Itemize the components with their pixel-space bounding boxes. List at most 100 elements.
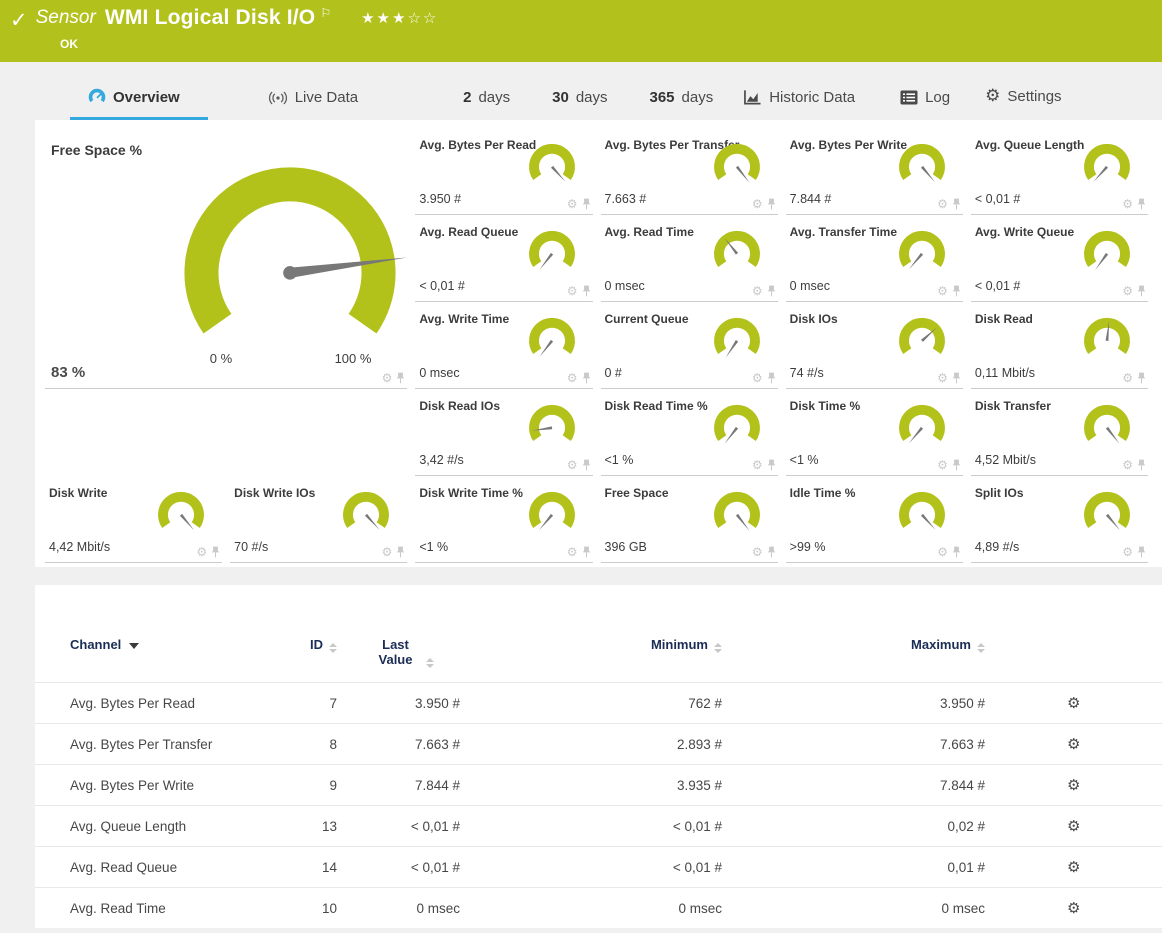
- gauge-settings-gear-icon[interactable]: ⚙: [751, 371, 763, 385]
- pin-icon[interactable]: [396, 372, 405, 384]
- channel-settings-icon[interactable]: ⚙: [1067, 859, 1081, 876]
- area-chart-icon: [744, 90, 761, 105]
- gauge-settings-gear-icon[interactable]: ⚙: [381, 371, 393, 385]
- tab-log[interactable]: Log: [900, 89, 950, 120]
- pin-icon[interactable]: [1137, 372, 1146, 384]
- tab-label: Historic Data: [769, 89, 856, 106]
- channel-row: Avg. Read Time 10 0 msec 0 msec 0 msec ⚙: [35, 887, 1162, 928]
- gauge-settings-gear-icon[interactable]: ⚙: [751, 284, 763, 298]
- channel-maximum: 7.844 #: [730, 764, 993, 806]
- pin-icon[interactable]: [582, 546, 591, 558]
- tab-overview[interactable]: Overview: [70, 88, 208, 120]
- pin-icon[interactable]: [952, 546, 961, 558]
- priority-flag-icon[interactable]: ⚐: [320, 6, 332, 20]
- gauge-settings-gear-icon[interactable]: ⚙: [1122, 545, 1133, 559]
- gauge-chart: [898, 143, 945, 183]
- channel-last-value: < 0,01 #: [345, 805, 468, 847]
- header-actions: [993, 633, 1162, 683]
- pin-icon[interactable]: [952, 285, 961, 297]
- channel-settings-icon[interactable]: ⚙: [1067, 777, 1081, 794]
- channel-minimum: 3.935 #: [468, 764, 730, 806]
- sensor-status-banner: ✓ Sensor WMI Logical Disk I/O ⚐ ★★★☆☆ OK: [0, 0, 1162, 62]
- gauge-settings-gear-icon[interactable]: ⚙: [1122, 197, 1133, 211]
- gauge-card: Avg. Write Queue < 0,01 # ⚙: [970, 215, 1148, 302]
- channel-last-value: < 0,01 #: [345, 846, 468, 888]
- channel-settings-icon[interactable]: ⚙: [1067, 900, 1081, 917]
- gauge-settings-gear-icon[interactable]: ⚙: [937, 545, 948, 559]
- gauge-card: Disk Write IOs 70 #/s ⚙: [230, 476, 408, 563]
- pin-icon[interactable]: [582, 372, 591, 384]
- channel-settings-icon[interactable]: ⚙: [1067, 695, 1081, 712]
- log-list-icon: [900, 90, 918, 105]
- gauge-settings-gear-icon[interactable]: ⚙: [1122, 371, 1133, 385]
- pin-icon[interactable]: [211, 546, 220, 558]
- channel-name: Avg. Read Queue: [35, 846, 300, 888]
- gauge-settings-gear-icon[interactable]: ⚙: [566, 284, 578, 298]
- pin-icon[interactable]: [1137, 546, 1146, 558]
- tab-number: 2: [463, 89, 472, 106]
- channel-row: Avg. Bytes Per Transfer 8 7.663 # 2.893 …: [35, 723, 1162, 765]
- gauge-chart: [528, 404, 575, 441]
- channel-settings-icon[interactable]: ⚙: [1067, 736, 1081, 753]
- gauge-card: Avg. Transfer Time 0 msec ⚙: [785, 215, 963, 302]
- channel-settings-icon[interactable]: ⚙: [1067, 818, 1081, 835]
- gauge-title: Disk Transfer: [974, 399, 1051, 413]
- gauge-settings-gear-icon[interactable]: ⚙: [566, 545, 578, 559]
- gauge-chart: [158, 491, 205, 531]
- tab-2-days[interactable]: 2 days: [463, 89, 510, 120]
- gauge-chart: [898, 404, 945, 444]
- gauge-settings-gear-icon[interactable]: ⚙: [566, 197, 578, 211]
- gauge-settings-gear-icon[interactable]: ⚙: [196, 545, 208, 559]
- header-minimum[interactable]: Minimum: [468, 633, 730, 683]
- channels-table-panel: Channel ID Last Value Minimum Maximum Av…: [35, 585, 1162, 928]
- gear-icon: ⚙: [985, 86, 1001, 105]
- pin-icon[interactable]: [396, 546, 405, 558]
- channel-row: Avg. Bytes Per Read 7 3.950 # 762 # 3.95…: [35, 682, 1162, 724]
- tab-30-days[interactable]: 30 days: [552, 89, 607, 120]
- channel-name: Avg. Bytes Per Read: [35, 682, 300, 724]
- pin-icon[interactable]: [767, 198, 776, 210]
- pin-icon[interactable]: [1137, 459, 1146, 471]
- header-maximum[interactable]: Maximum: [730, 633, 993, 683]
- gauge-card: Current Queue 0 # ⚙: [600, 302, 778, 389]
- pin-icon[interactable]: [1137, 198, 1146, 210]
- tab-settings[interactable]: ⚙ Settings: [985, 86, 1061, 120]
- gauge-settings-gear-icon[interactable]: ⚙: [381, 545, 393, 559]
- header-last-value[interactable]: Last Value: [345, 633, 468, 683]
- pin-icon[interactable]: [767, 285, 776, 297]
- gauge-title: Disk Read: [974, 312, 1033, 326]
- gauge-settings-gear-icon[interactable]: ⚙: [751, 545, 763, 559]
- gauge-chart: [1084, 317, 1130, 354]
- pin-icon[interactable]: [952, 372, 961, 384]
- pin-icon[interactable]: [767, 372, 776, 384]
- gauge-chart: [184, 167, 408, 334]
- tab-historic-data[interactable]: Historic Data: [743, 89, 855, 120]
- gauge-settings-gear-icon[interactable]: ⚙: [751, 458, 763, 472]
- gauge-settings-gear-icon[interactable]: ⚙: [1122, 284, 1133, 298]
- gauge-settings-gear-icon[interactable]: ⚙: [566, 371, 578, 385]
- pin-icon[interactable]: [952, 198, 961, 210]
- gauge-icon: [88, 88, 106, 103]
- tab-365-days[interactable]: 365 days: [650, 89, 714, 120]
- header-channel[interactable]: Channel: [35, 633, 300, 683]
- pin-icon[interactable]: [952, 459, 961, 471]
- priority-stars[interactable]: ★★★☆☆: [361, 9, 438, 27]
- gauge-settings-gear-icon[interactable]: ⚙: [937, 197, 948, 211]
- gauge-title: Avg. Read Queue: [419, 225, 519, 239]
- pin-icon[interactable]: [582, 198, 591, 210]
- pin-icon[interactable]: [582, 285, 591, 297]
- tab-live-data[interactable]: Live Data: [268, 89, 358, 120]
- header-id[interactable]: ID: [300, 633, 345, 683]
- pin-icon[interactable]: [767, 459, 776, 471]
- pin-icon[interactable]: [582, 459, 591, 471]
- gauge-settings-gear-icon[interactable]: ⚙: [751, 197, 763, 211]
- pin-icon[interactable]: [767, 546, 776, 558]
- channel-row: Avg. Bytes Per Write 9 7.844 # 3.935 # 7…: [35, 764, 1162, 806]
- gauge-settings-gear-icon[interactable]: ⚙: [937, 284, 948, 298]
- gauge-settings-gear-icon[interactable]: ⚙: [566, 458, 578, 472]
- channel-maximum: 0 msec: [730, 887, 993, 928]
- gauge-settings-gear-icon[interactable]: ⚙: [1122, 458, 1133, 472]
- pin-icon[interactable]: [1137, 285, 1146, 297]
- gauge-settings-gear-icon[interactable]: ⚙: [937, 371, 948, 385]
- gauge-settings-gear-icon[interactable]: ⚙: [937, 458, 948, 472]
